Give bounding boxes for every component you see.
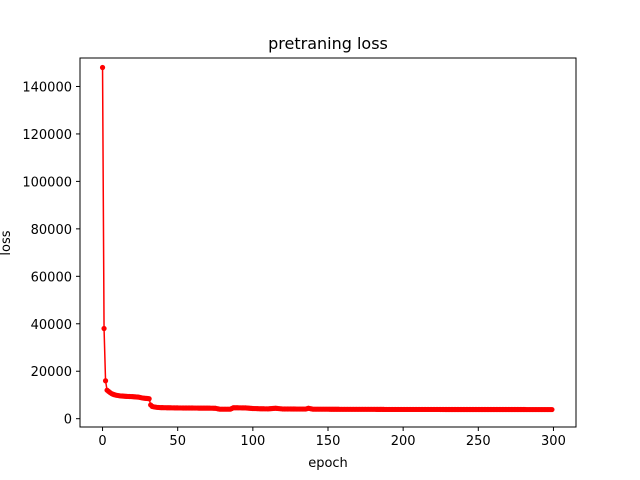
x-tick-label: 200 bbox=[391, 434, 416, 449]
x-axis-label: epoch bbox=[308, 456, 348, 471]
y-tick-label: 20000 bbox=[31, 365, 72, 380]
axis-ticks: 0 50 100 150 200 250 300 0 20000 40000 60000 80000 1… bbox=[22, 80, 566, 449]
x-tick-label: 150 bbox=[316, 434, 341, 449]
x-tick-label: 100 bbox=[240, 434, 265, 449]
y-axis-label: loss bbox=[0, 230, 14, 255]
x-tick-label: 50 bbox=[169, 434, 186, 449]
loss-point bbox=[547, 406, 554, 413]
y-tick-label: 60000 bbox=[31, 270, 72, 285]
y-tick-label: 40000 bbox=[31, 318, 72, 333]
y-tick-label: 100000 bbox=[22, 175, 72, 190]
y-tick-label: 0 bbox=[64, 413, 72, 428]
loss-point bbox=[101, 325, 107, 332]
x-tick-label: 300 bbox=[541, 434, 566, 449]
chart-title: pretraning loss bbox=[268, 34, 388, 53]
loss-point bbox=[99, 64, 106, 71]
y-tick-label: 140000 bbox=[22, 80, 72, 95]
loss-point bbox=[102, 378, 109, 384]
y-tick-label: 120000 bbox=[22, 128, 72, 143]
x-tick-label: 250 bbox=[466, 434, 491, 449]
plot-area bbox=[99, 64, 555, 413]
loss-point bbox=[143, 395, 149, 402]
x-tick-label: 0 bbox=[98, 434, 106, 449]
y-tick-label: 80000 bbox=[31, 223, 72, 238]
